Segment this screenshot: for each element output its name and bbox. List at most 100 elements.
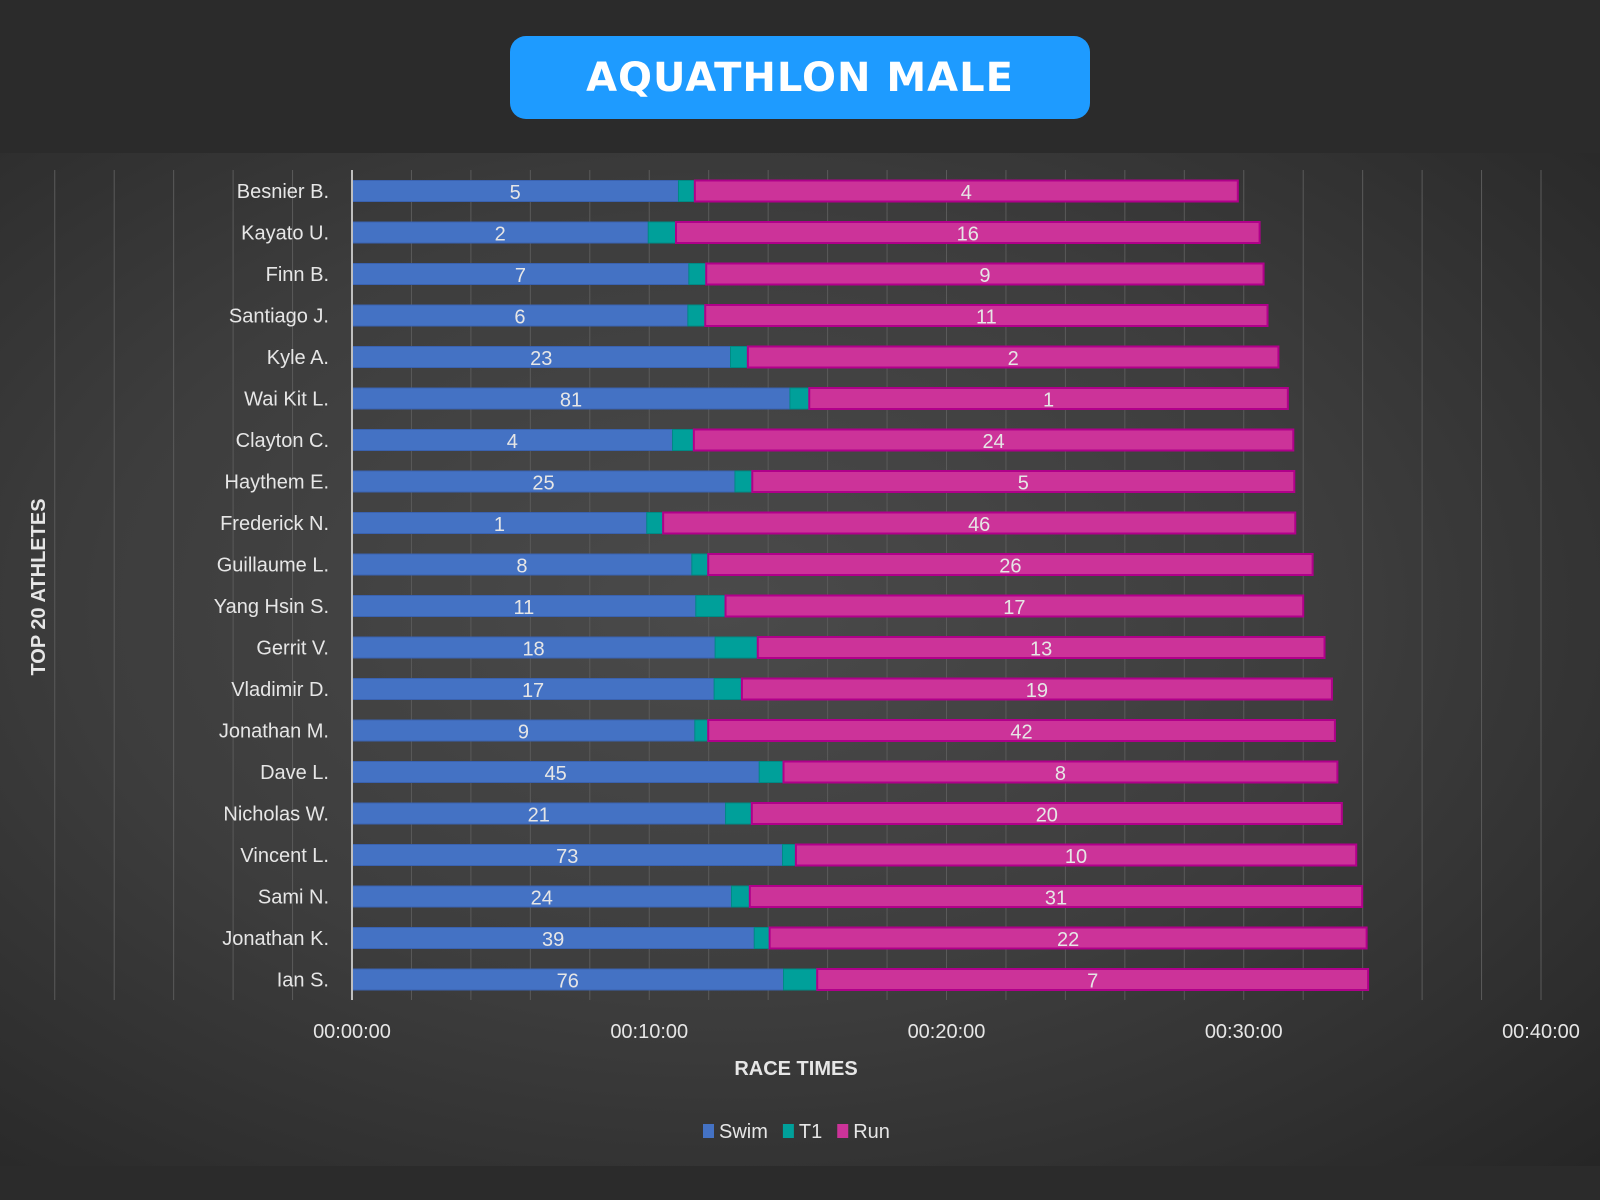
data-label-swim: 2 (495, 224, 506, 246)
category-label: Frederick N. (220, 513, 329, 535)
category-label: Vladimir D. (231, 679, 329, 701)
bar-run (740, 677, 1333, 701)
bar-t1 (646, 512, 664, 534)
data-label-swim: 18 (522, 639, 544, 661)
category-label: Wai Kit L. (244, 389, 329, 411)
bar-run (748, 885, 1364, 908)
data-label-run: 1 (1043, 390, 1054, 412)
category-label: Vincent L. (240, 845, 329, 867)
bar-t1 (677, 180, 696, 202)
bar-run (782, 760, 1339, 784)
legend-label-swim: Swim (719, 1121, 768, 1143)
bar-run (751, 470, 1296, 493)
bar-run (692, 428, 1295, 452)
chart-title: AQUATHLON MALE (510, 36, 1090, 119)
category-label: Yang Hsin S. (214, 596, 329, 618)
data-label-run: 2 (1008, 348, 1019, 370)
data-label-run: 19 (1026, 680, 1048, 702)
category-label: Jonathan M. (219, 721, 329, 743)
category-label: Santiago J. (229, 306, 329, 328)
data-label-run: 24 (982, 431, 1004, 453)
data-label-swim: 17 (522, 680, 544, 702)
data-label-swim: 8 (516, 556, 527, 578)
bar-t1 (729, 346, 749, 368)
data-label-run: 7 (1087, 971, 1098, 993)
legend-swatch-swim (703, 1124, 714, 1138)
x-tick-label: 00:30:00 (1205, 1021, 1283, 1043)
category-label: Dave L. (260, 762, 329, 784)
bar-t1 (725, 802, 753, 825)
category-label: Kyle A. (267, 347, 329, 369)
data-label-swim: 25 (532, 473, 554, 495)
bar-t1 (758, 761, 785, 783)
bar-t1 (688, 263, 707, 285)
data-label-swim: 73 (556, 846, 578, 868)
category-label: Finn B. (266, 264, 329, 286)
data-label-swim: 24 (531, 888, 553, 910)
data-label-swim: 23 (530, 348, 552, 370)
data-label-swim: 7 (515, 265, 526, 287)
category-label: Guillaume L. (217, 555, 329, 577)
bar-run (808, 387, 1289, 410)
bar-run (768, 926, 1368, 950)
data-label-swim: 11 (514, 597, 535, 619)
category-label: Haythem E. (225, 472, 329, 494)
bar-t1 (687, 304, 706, 327)
bar-run (662, 511, 1297, 535)
bar-t1 (782, 844, 797, 866)
data-label-swim: 4 (507, 431, 518, 453)
bar-run (693, 179, 1239, 203)
data-label-swim: 76 (557, 971, 579, 993)
bar-t1 (783, 968, 818, 991)
legend-label-run: Run (853, 1121, 890, 1143)
category-label: Besnier B. (237, 181, 329, 203)
data-label-run: 13 (1030, 639, 1052, 661)
legend-swatch-t1 (782, 1124, 794, 1138)
category-label: Ian S. (277, 970, 329, 992)
category-label: Kayato U. (241, 223, 329, 245)
data-label-swim: 45 (544, 763, 566, 785)
bar-run (675, 221, 1261, 244)
x-tick-label: 00:20:00 (908, 1021, 986, 1043)
bar-run (707, 719, 1336, 742)
bar-run (704, 304, 1269, 327)
data-label-run: 4 (961, 182, 972, 204)
data-label-run: 17 (1003, 597, 1025, 619)
x-axis-title: RACE TIMES (734, 1058, 857, 1080)
bar-t1 (730, 885, 751, 908)
category-label: Sami N. (258, 887, 329, 909)
bar-run (750, 802, 1343, 825)
legend-label-t1: T1 (799, 1121, 822, 1143)
bar-t1 (647, 221, 677, 244)
category-label: Jonathan K. (222, 928, 329, 950)
data-label-run: 16 (957, 224, 979, 246)
data-label-run: 11 (976, 307, 997, 329)
x-tick-label: 00:00:00 (313, 1021, 391, 1043)
bar-t1 (734, 470, 753, 493)
data-label-swim: 5 (510, 182, 521, 204)
bar-t1 (694, 719, 709, 742)
data-label-run: 5 (1018, 473, 1029, 495)
bar-run (746, 345, 1280, 369)
bar-run (816, 968, 1370, 991)
data-label-swim: 1 (494, 514, 505, 536)
bar-run (705, 262, 1265, 286)
x-tick-label: 00:40:00 (1502, 1021, 1580, 1043)
bar-run (794, 843, 1358, 867)
bar-run (707, 553, 1314, 576)
data-label-swim: 39 (542, 929, 564, 951)
data-label-run: 10 (1065, 846, 1087, 868)
data-label-swim: 9 (518, 722, 529, 744)
bar-t1 (691, 553, 709, 576)
data-label-run: 9 (979, 265, 990, 287)
data-label-run: 20 (1036, 805, 1058, 827)
data-label-run: 42 (1010, 722, 1032, 744)
category-label: Clayton C. (236, 430, 329, 452)
data-label-run: 46 (968, 514, 990, 536)
x-tick-label: 00:10:00 (610, 1021, 688, 1043)
data-label-run: 8 (1055, 763, 1066, 785)
bar-t1 (672, 429, 695, 451)
bar-run (724, 594, 1305, 618)
bar-t1 (713, 678, 743, 700)
